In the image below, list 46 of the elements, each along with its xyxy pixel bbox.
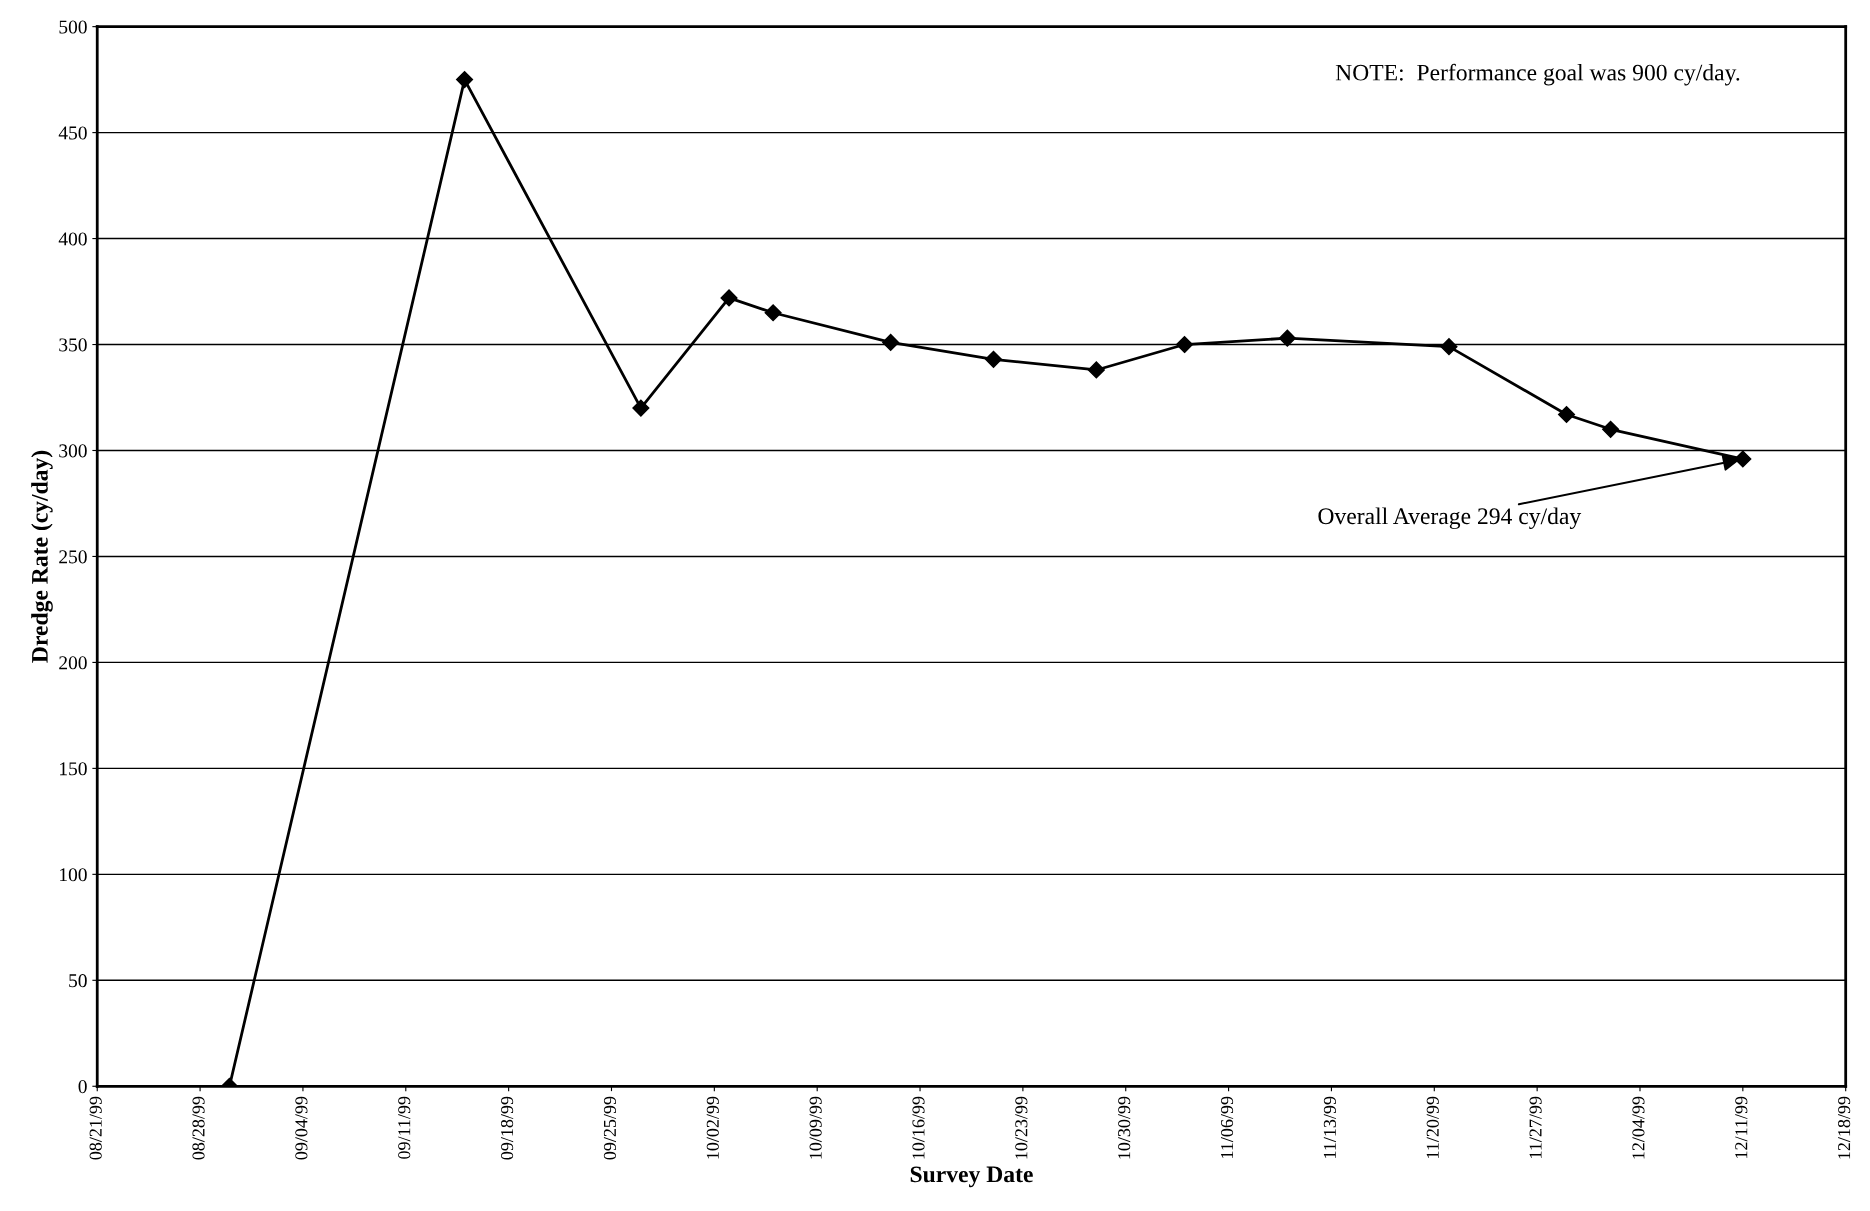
x-tick-label: 10/16/99: [912, 1096, 925, 1159]
y-tick-label: 50: [69, 974, 87, 988]
point: [1557, 405, 1576, 424]
point: [764, 304, 782, 322]
point: [1278, 329, 1296, 347]
x-tick-label: 10/02/99: [706, 1096, 719, 1159]
x-tick-label: 09/11/99: [398, 1096, 411, 1159]
x-tick-label: 10/30/99: [1118, 1096, 1131, 1159]
y-tick-label: 150: [60, 762, 87, 776]
annotation: Overall Average 294 cy/day: [1318, 507, 1582, 530]
x-tick-label: 12/18/99: [1838, 1096, 1851, 1159]
y-tick-label: 300: [59, 444, 87, 458]
y-tick-label: 100: [60, 868, 87, 882]
x-tick-label: 10/23/99: [1015, 1096, 1028, 1159]
x-tick-label: 10/09/99: [809, 1096, 822, 1159]
x-tick-label: 09/25/99: [603, 1096, 617, 1160]
point: [1440, 338, 1458, 356]
point: [1175, 335, 1194, 354]
point: [1087, 361, 1105, 379]
x-tick-label: 08/21/99: [89, 1096, 102, 1160]
x-tick-label: 12/11/99: [1735, 1096, 1748, 1158]
x-tick-label: 08/28/99: [192, 1096, 205, 1160]
y-tick-label: 400: [58, 232, 87, 246]
x-axis-title: Survey Date: [910, 1166, 1033, 1188]
point: [632, 399, 650, 417]
x-tick-label: 09/04/99: [295, 1096, 308, 1160]
point: [1734, 450, 1752, 468]
y-tick-label: 350: [59, 338, 87, 352]
point: [1602, 420, 1620, 438]
y-tick-label: 500: [59, 20, 87, 34]
y-tick-label: 450: [58, 126, 87, 140]
y-tick-label: 250: [59, 550, 87, 564]
y-tick-label: 0: [78, 1080, 87, 1094]
point: [720, 289, 738, 307]
x-tick-label: 11/20/99: [1426, 1096, 1439, 1158]
x-tick-label: 11/13/99: [1323, 1096, 1336, 1158]
y-axis-title: Dredge Rate (cy/day): [31, 450, 53, 663]
x-tick-label: 11/27/99: [1529, 1096, 1542, 1158]
annotation: NOTE: Performance goal was 900 cy/day.: [1335, 63, 1740, 86]
x-tick-label: 09/18/99: [500, 1096, 514, 1160]
point: [882, 333, 900, 351]
x-tick-label: 11/06/99: [1220, 1096, 1234, 1158]
point: [456, 71, 474, 89]
point: [984, 350, 1003, 368]
y-tick-label: 200: [59, 656, 87, 670]
x-tick-label: 12/04/99: [1632, 1096, 1645, 1159]
